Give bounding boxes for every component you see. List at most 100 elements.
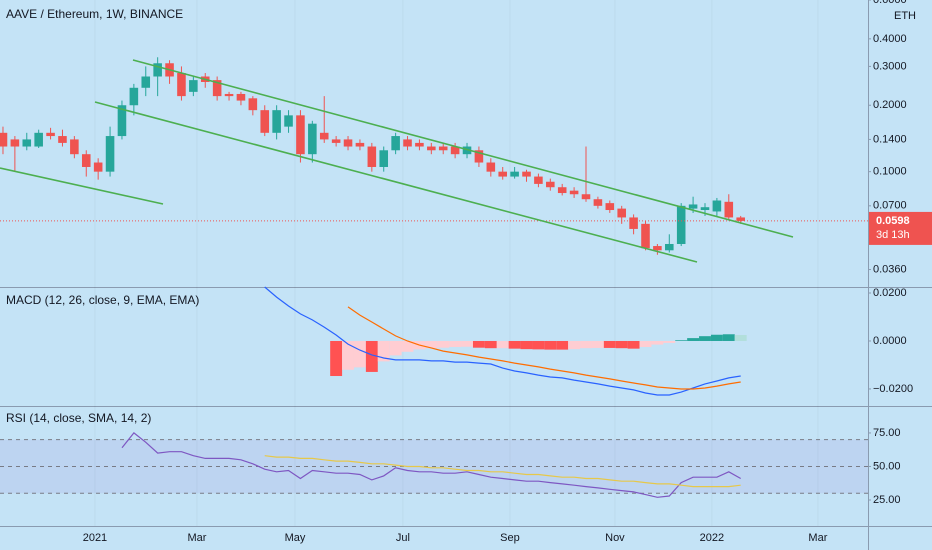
candle-body xyxy=(308,123,317,155)
histogram-bar xyxy=(401,340,414,352)
candle-body xyxy=(569,190,579,195)
candle-body xyxy=(736,217,745,221)
y-tick-label: 50.00 xyxy=(873,460,901,472)
candle-body xyxy=(153,63,162,77)
series-line xyxy=(264,455,741,488)
candle-body xyxy=(224,93,234,97)
price-tag-countdown: 3d 13h xyxy=(876,229,910,241)
candle-body xyxy=(546,181,555,188)
histogram-bar xyxy=(389,340,402,356)
histogram-bar xyxy=(615,340,628,349)
candle-body xyxy=(22,139,32,147)
y-tick-label: 0.1400 xyxy=(873,133,907,145)
candle-body xyxy=(724,201,734,218)
candle-body xyxy=(260,110,270,133)
x-tick-label: Mar xyxy=(808,532,827,544)
histogram-bar xyxy=(734,334,747,341)
candle-body xyxy=(391,136,400,151)
x-tick-label: May xyxy=(285,532,306,544)
candle-body xyxy=(105,136,115,172)
histogram-bar xyxy=(508,340,521,349)
candle-body xyxy=(486,162,496,172)
y-tick-label: 25.00 xyxy=(873,494,901,506)
candle-body xyxy=(581,194,591,200)
candle-body xyxy=(296,115,305,155)
histogram-bar xyxy=(437,340,450,348)
rsi-title: RSI (14, close, SMA, 14, 2) xyxy=(6,411,151,425)
candle-body xyxy=(117,105,127,137)
histogram-bar xyxy=(472,340,485,348)
candle-body xyxy=(319,132,329,140)
candle-body xyxy=(58,136,67,143)
histogram-bar xyxy=(330,340,343,377)
chart-title: AAVE / Ethereum, 1W, BINANCE xyxy=(6,7,183,21)
candle-body xyxy=(450,146,460,155)
candle-body xyxy=(665,243,674,251)
x-tick-label: Mar xyxy=(187,532,206,544)
histogram-bar xyxy=(603,340,616,348)
candle-body xyxy=(522,171,531,177)
histogram-bar xyxy=(663,340,676,343)
candle-body xyxy=(403,139,412,147)
candle-body xyxy=(177,73,186,97)
trend-line xyxy=(94,101,698,263)
histogram-bar xyxy=(591,340,604,348)
candle-body xyxy=(629,217,638,229)
candle-body xyxy=(34,132,43,147)
candle-body xyxy=(557,187,567,194)
histogram-bar xyxy=(675,340,688,341)
candle-body xyxy=(712,200,722,212)
macd-title: MACD (12, 26, close, 9, EMA, EMA) xyxy=(6,293,199,307)
candle-body xyxy=(10,139,20,147)
y-tick-label: 0.1000 xyxy=(873,166,907,178)
candle-body xyxy=(81,154,91,167)
histogram-bar xyxy=(377,340,390,362)
histogram-bar xyxy=(532,340,545,350)
histogram-bar xyxy=(520,340,533,350)
candle-body xyxy=(236,93,246,101)
y-tick-label: 75.00 xyxy=(873,427,901,439)
candle-body xyxy=(70,139,79,155)
candle-body xyxy=(498,171,507,177)
series-line xyxy=(264,286,741,396)
price-tag-value: 0.0598 xyxy=(876,215,910,227)
y-tick-label: 0.4000 xyxy=(873,33,907,45)
y-tick-label: 0.0360 xyxy=(873,263,907,275)
histogram-bar xyxy=(496,340,509,349)
histogram-bar xyxy=(710,334,723,341)
candle-body xyxy=(641,223,650,249)
histogram-bar xyxy=(722,334,735,341)
y-unit: ETH xyxy=(894,10,916,22)
y-tick-label: 0.3000 xyxy=(873,60,907,72)
histogram-bar xyxy=(639,340,652,347)
candle-body xyxy=(415,142,424,147)
series-line xyxy=(121,432,741,498)
y-tick-label: −0.0200 xyxy=(873,383,913,395)
candle-body xyxy=(653,246,662,251)
trend-line xyxy=(0,167,164,205)
histogram-bar xyxy=(687,338,700,341)
y-tick-label: 0.2000 xyxy=(873,99,907,111)
x-tick-label: 2022 xyxy=(700,532,724,544)
candle-body xyxy=(284,115,293,127)
candle-body xyxy=(331,139,341,143)
candle-body xyxy=(212,80,222,97)
histogram-bar xyxy=(484,340,497,349)
candle-body xyxy=(189,80,198,92)
candle-body xyxy=(129,87,139,106)
candle-body xyxy=(343,139,353,147)
histogram-bar xyxy=(461,340,473,347)
candle-body xyxy=(676,205,686,244)
candle-body xyxy=(688,204,698,209)
y-tick-label: 0.0000 xyxy=(873,335,907,347)
histogram-bar xyxy=(342,340,354,370)
histogram-bar xyxy=(449,340,462,347)
candle-body xyxy=(438,146,448,151)
trend-lines xyxy=(0,59,794,263)
histogram-bar xyxy=(353,340,366,368)
y-tick-label: 0.6000 xyxy=(873,0,907,6)
trend-line xyxy=(132,59,794,238)
candle-body xyxy=(510,171,519,177)
